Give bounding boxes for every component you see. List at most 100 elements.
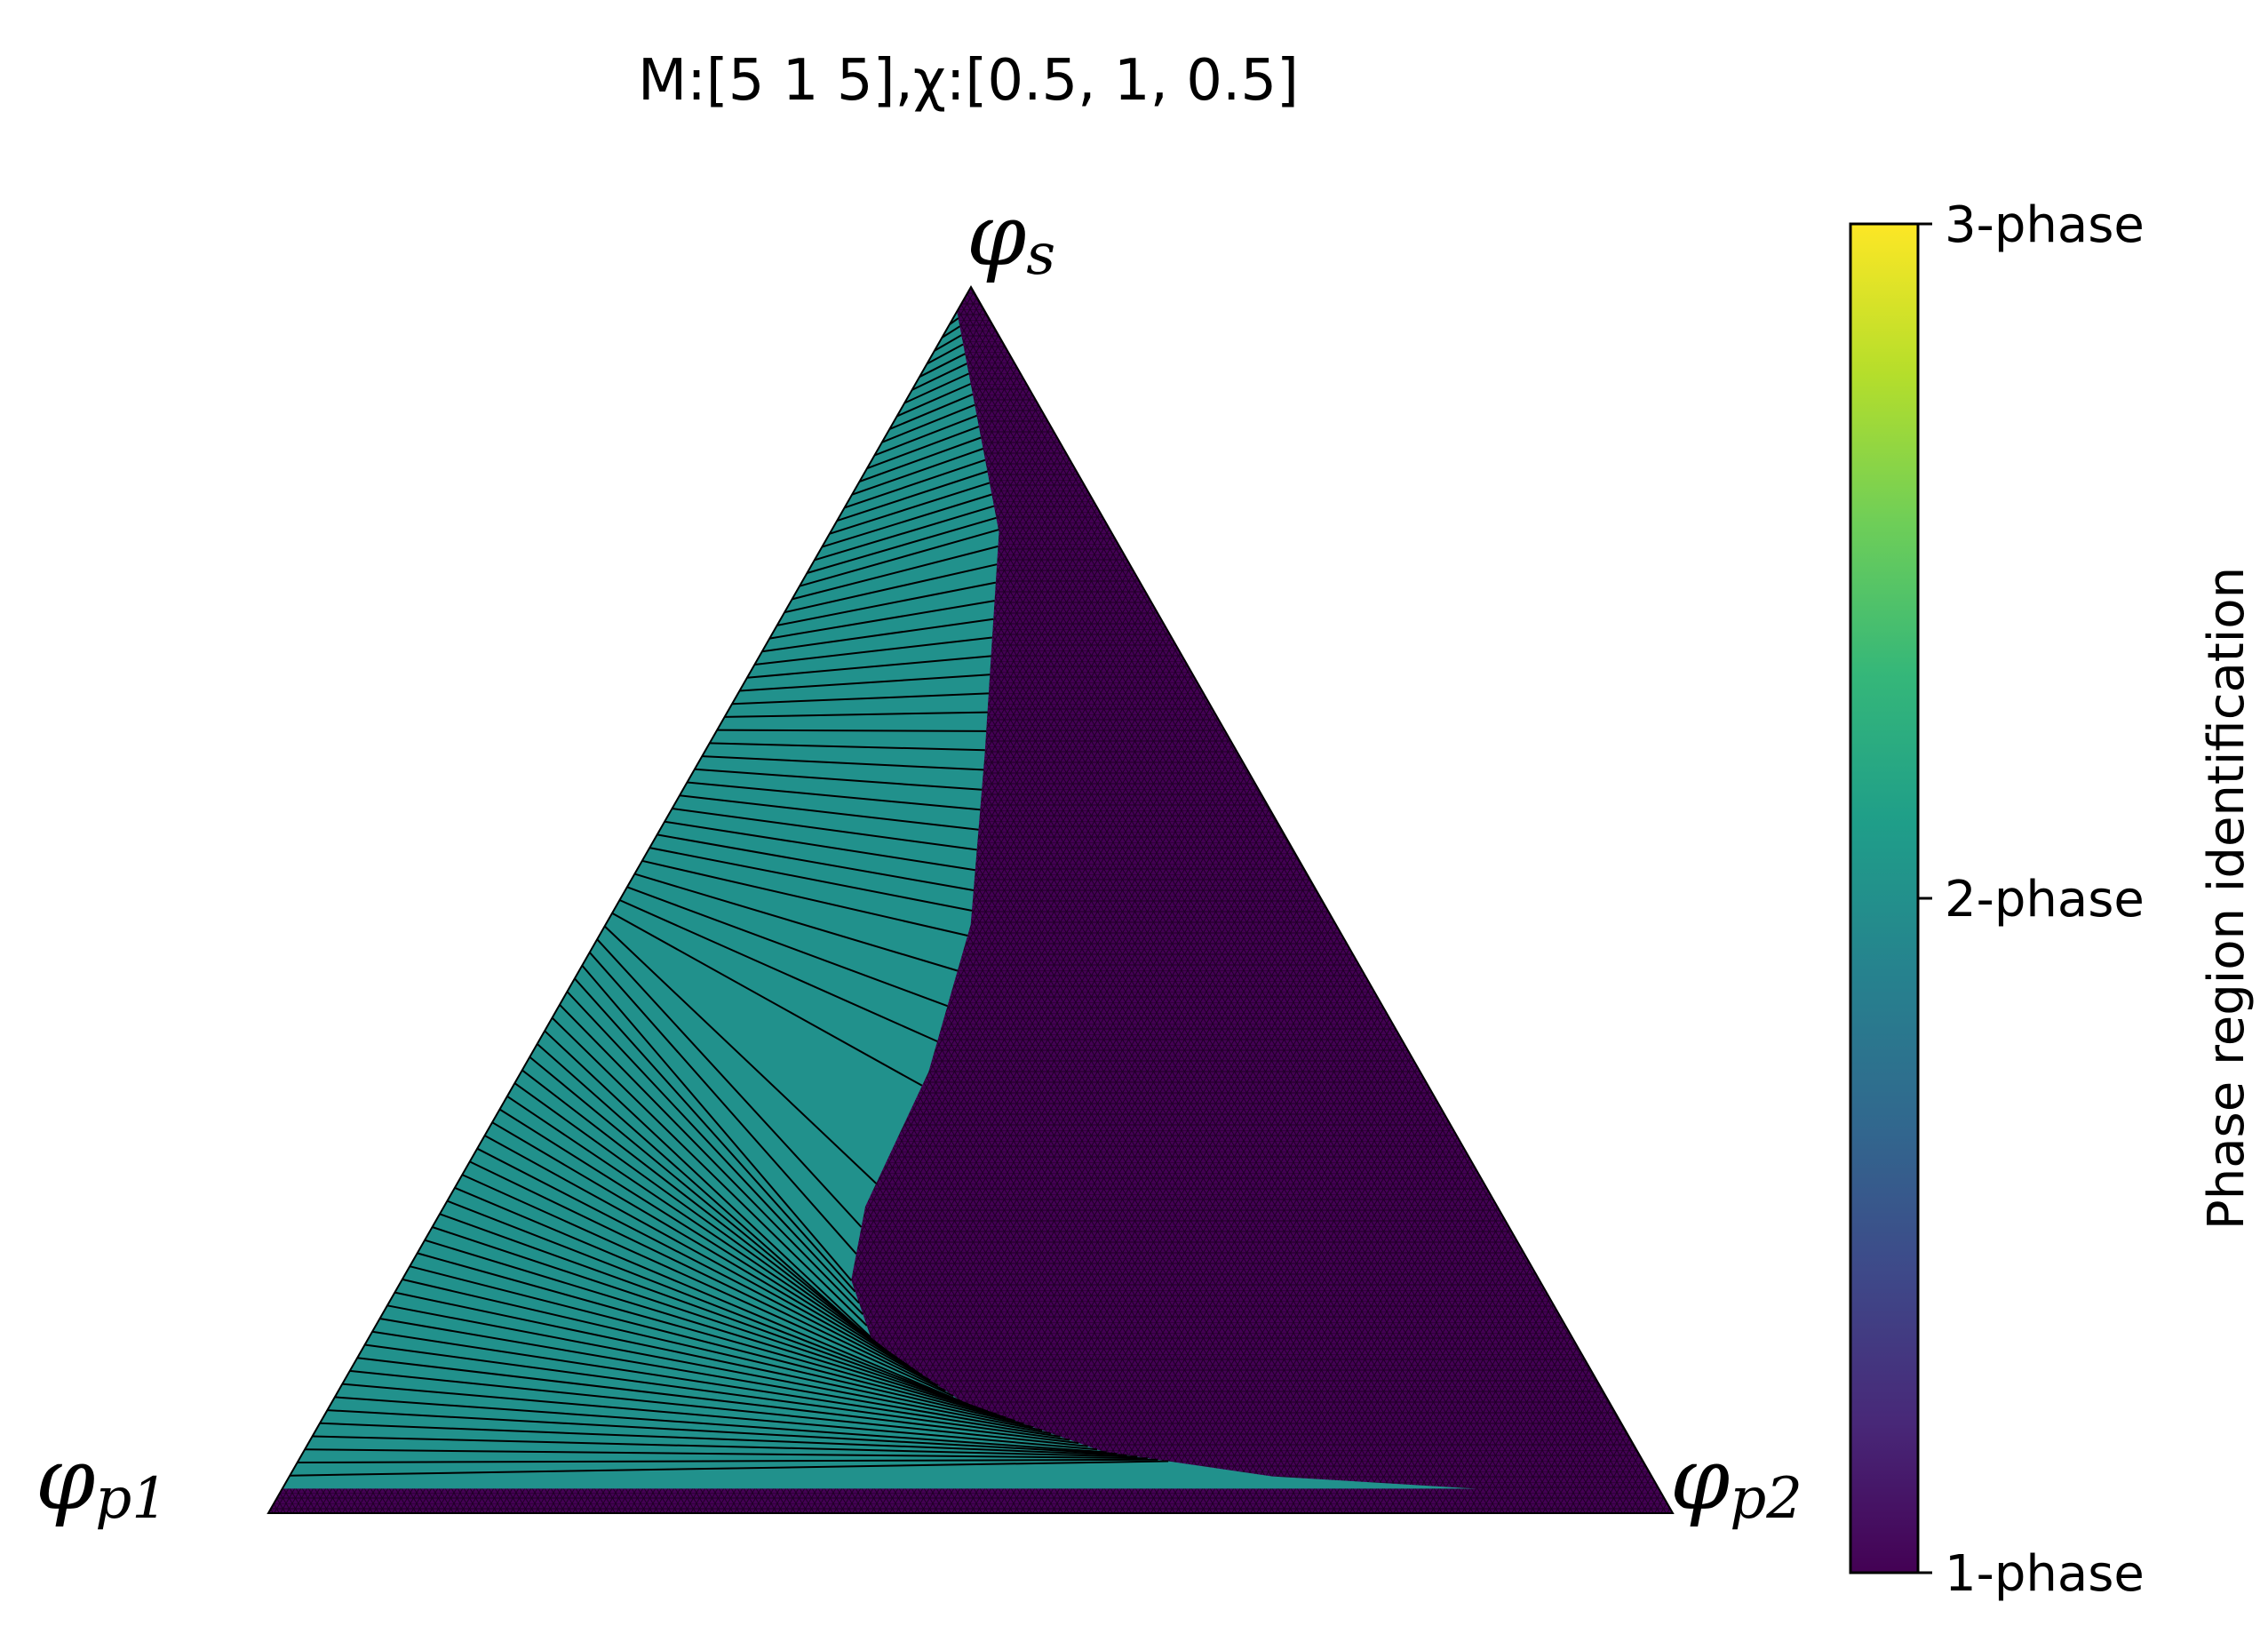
tie-line [439, 1213, 980, 1409]
two-phase-region [282, 287, 1687, 1489]
tie-line [394, 1291, 1034, 1429]
tie-line [551, 1016, 868, 1327]
tie-line [739, 674, 991, 692]
tie-line [626, 886, 948, 1008]
tie-line [911, 363, 967, 391]
tie-line [342, 1383, 1098, 1451]
tie-line [319, 1422, 1127, 1456]
vertex-label-top-symbol: φ [967, 186, 1026, 285]
tie-line [641, 859, 968, 937]
tie-line [334, 1396, 1107, 1454]
tie-line [761, 618, 994, 653]
tie-line [784, 563, 998, 614]
tie-line [709, 742, 985, 752]
tie-line [357, 1357, 1079, 1445]
tie-line [664, 820, 975, 872]
tie-line [589, 952, 857, 1255]
tie-line [513, 1082, 901, 1361]
tie-line [454, 1186, 962, 1402]
tie-line [559, 1004, 864, 1315]
tie-line [836, 470, 988, 522]
tie-line [822, 493, 992, 548]
tie-line [537, 1043, 878, 1346]
tie-line [807, 516, 997, 574]
tie-line [679, 794, 979, 831]
tie-line [888, 393, 974, 431]
tie-line [754, 636, 993, 666]
tie-line [506, 1095, 908, 1367]
tie-line [746, 655, 991, 679]
vertex-label-top: φs [967, 186, 1055, 288]
tie-line [297, 1458, 1158, 1463]
tie-line [881, 403, 975, 443]
tie-line [866, 426, 980, 470]
colorbar: 1-phase 2-phase 3-phase Phase region ident… [1849, 196, 2256, 1603]
tie-line [769, 600, 995, 640]
tie-line [859, 436, 982, 482]
tie-line [844, 458, 986, 509]
vertex-label-right-sub: p2 [1730, 1466, 1802, 1532]
vertex-label-right: φp2 [1670, 1430, 1802, 1532]
tie-line [649, 847, 973, 912]
tie-line [603, 925, 877, 1184]
tie-line [447, 1200, 970, 1407]
tie-line [529, 1056, 886, 1351]
vertex-label-left-sub: p1 [95, 1466, 168, 1532]
tie-line [619, 899, 938, 1042]
tie-line [829, 482, 991, 535]
tie-line [611, 912, 923, 1087]
ternary-plot-area [267, 284, 1687, 1514]
tie-line [305, 1448, 1148, 1460]
tie-line [851, 448, 983, 496]
tie-line [776, 581, 997, 626]
tie-line [379, 1318, 1052, 1435]
vertex-label-left: φp1 [36, 1430, 168, 1532]
tie-line [476, 1147, 939, 1387]
tie-line [417, 1252, 1007, 1419]
tie-line [694, 768, 983, 791]
tie-line [312, 1435, 1138, 1458]
tie-line [574, 977, 856, 1293]
colorbar-gradient [1849, 222, 1920, 1574]
tie-line [432, 1226, 989, 1413]
tie-line [596, 938, 863, 1228]
tie-line [687, 781, 981, 811]
tie-line [919, 353, 966, 379]
colorbar-tick-label: 2-phase [1945, 871, 2145, 929]
tie-line [717, 729, 987, 732]
tie-line [941, 325, 960, 339]
tie-line [896, 383, 972, 418]
tie-line [926, 343, 964, 365]
tie-line [498, 1108, 916, 1371]
chart-title: M:[5 1 5],χ:[0.5, 1, 0.5] [638, 48, 1299, 114]
tie-line [402, 1278, 1024, 1425]
tie-line [327, 1409, 1118, 1455]
tie-line [792, 545, 999, 601]
tie-line [290, 1460, 1169, 1477]
tie-line [469, 1160, 946, 1392]
tie-line [672, 808, 977, 851]
tie-line [732, 692, 989, 705]
vertex-label-left-symbol: φ [36, 1430, 95, 1529]
tie-line [491, 1121, 924, 1376]
tie-line [657, 833, 975, 891]
tie-line [424, 1239, 998, 1415]
colorbar-ticks: 1-phase 2-phase 3-phase [1918, 196, 2145, 1603]
tie-line [461, 1174, 954, 1398]
tie-line [544, 1030, 871, 1338]
vertex-label-top-sub: s [1026, 222, 1055, 288]
tie-line [724, 711, 988, 718]
triangle-outline [267, 284, 1675, 1514]
tie-line [934, 334, 962, 352]
colorbar-label: Phase region identification [2198, 567, 2256, 1230]
tie-line [521, 1069, 893, 1356]
tie-line [371, 1330, 1061, 1438]
tie-lines [290, 317, 1169, 1477]
vertex-label-right-symbol: φ [1670, 1430, 1730, 1529]
tie-line [364, 1343, 1070, 1441]
tie-line [814, 505, 995, 562]
tie-line [349, 1369, 1088, 1447]
tie-line [799, 529, 999, 587]
tie-line [581, 964, 853, 1281]
